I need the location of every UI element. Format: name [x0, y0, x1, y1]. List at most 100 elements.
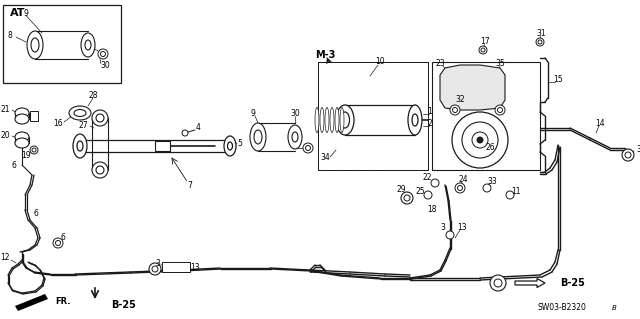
Text: AT: AT — [10, 8, 26, 18]
Text: 28: 28 — [88, 92, 98, 100]
Text: 12: 12 — [0, 254, 10, 263]
Ellipse shape — [335, 108, 339, 132]
Text: 11: 11 — [511, 187, 521, 196]
Circle shape — [98, 49, 108, 59]
Text: B-25: B-25 — [111, 300, 136, 310]
Text: 17: 17 — [480, 38, 490, 47]
Circle shape — [450, 105, 460, 115]
Text: 31: 31 — [536, 29, 546, 39]
Circle shape — [424, 191, 432, 199]
Circle shape — [431, 179, 439, 187]
Text: 33: 33 — [487, 176, 497, 186]
Text: FR.: FR. — [55, 298, 70, 307]
FancyArrow shape — [515, 278, 545, 287]
Circle shape — [149, 263, 161, 275]
Text: 20: 20 — [0, 130, 10, 139]
Circle shape — [96, 114, 104, 122]
Bar — [30, 111, 38, 121]
Text: 25: 25 — [415, 188, 425, 197]
Circle shape — [32, 148, 36, 152]
Text: 26: 26 — [485, 144, 495, 152]
Bar — [155, 141, 170, 151]
Ellipse shape — [77, 141, 83, 151]
Circle shape — [401, 192, 413, 204]
Circle shape — [495, 105, 505, 115]
Circle shape — [625, 152, 631, 158]
Ellipse shape — [15, 132, 29, 142]
Text: 5: 5 — [237, 138, 243, 147]
Ellipse shape — [288, 125, 302, 149]
Ellipse shape — [340, 112, 349, 128]
Circle shape — [506, 191, 514, 199]
Circle shape — [96, 166, 104, 174]
Text: 30: 30 — [290, 108, 300, 117]
Ellipse shape — [227, 142, 232, 150]
Circle shape — [446, 231, 454, 239]
Text: 13: 13 — [457, 224, 467, 233]
Ellipse shape — [27, 31, 43, 59]
Text: 18: 18 — [428, 205, 436, 214]
Text: 3: 3 — [156, 258, 161, 268]
Ellipse shape — [330, 108, 334, 132]
Circle shape — [483, 184, 491, 192]
Text: 32: 32 — [455, 95, 465, 105]
Circle shape — [490, 275, 506, 291]
Text: 1: 1 — [428, 108, 433, 116]
Ellipse shape — [15, 138, 29, 148]
Text: 30: 30 — [100, 62, 110, 70]
Circle shape — [53, 238, 63, 248]
Text: M-3: M-3 — [315, 50, 335, 60]
Text: 29: 29 — [396, 186, 406, 195]
Bar — [318, 62, 428, 170]
Text: 15: 15 — [553, 76, 563, 85]
Text: 35: 35 — [495, 58, 505, 68]
Text: 2: 2 — [428, 120, 433, 129]
Text: 8: 8 — [8, 32, 12, 41]
Text: B-25: B-25 — [560, 278, 585, 288]
Circle shape — [92, 110, 108, 126]
Circle shape — [622, 149, 634, 161]
Ellipse shape — [224, 136, 236, 156]
Polygon shape — [15, 294, 48, 311]
Ellipse shape — [15, 114, 29, 124]
Text: 6: 6 — [61, 234, 65, 242]
Ellipse shape — [408, 105, 422, 135]
Bar — [432, 62, 540, 170]
Circle shape — [455, 183, 465, 193]
Text: B: B — [612, 305, 617, 311]
Text: 7: 7 — [188, 181, 193, 189]
Text: 10: 10 — [375, 57, 385, 66]
Circle shape — [497, 108, 502, 113]
Ellipse shape — [412, 114, 418, 126]
Circle shape — [305, 145, 310, 151]
Text: 9: 9 — [24, 9, 28, 18]
Text: 16: 16 — [53, 118, 63, 128]
Polygon shape — [326, 58, 330, 64]
Ellipse shape — [254, 130, 262, 144]
Text: 9: 9 — [251, 108, 255, 117]
Circle shape — [494, 279, 502, 287]
Ellipse shape — [320, 108, 324, 132]
Ellipse shape — [315, 108, 319, 132]
Ellipse shape — [250, 123, 266, 151]
Text: 4: 4 — [196, 123, 200, 132]
Text: 22: 22 — [422, 174, 432, 182]
Ellipse shape — [31, 38, 39, 52]
Ellipse shape — [85, 40, 91, 50]
Text: SW03-B2320: SW03-B2320 — [538, 303, 587, 313]
Bar — [318, 62, 428, 170]
Text: 34: 34 — [320, 153, 330, 162]
Ellipse shape — [340, 108, 344, 132]
Text: 14: 14 — [595, 118, 605, 128]
Circle shape — [462, 122, 498, 158]
Text: 13: 13 — [190, 263, 200, 271]
Circle shape — [481, 48, 485, 52]
Ellipse shape — [69, 106, 91, 120]
Circle shape — [30, 146, 38, 154]
Ellipse shape — [15, 108, 29, 118]
Circle shape — [100, 51, 106, 56]
Ellipse shape — [292, 132, 298, 142]
Circle shape — [182, 130, 188, 136]
Text: 6: 6 — [12, 160, 17, 169]
Circle shape — [152, 266, 158, 272]
